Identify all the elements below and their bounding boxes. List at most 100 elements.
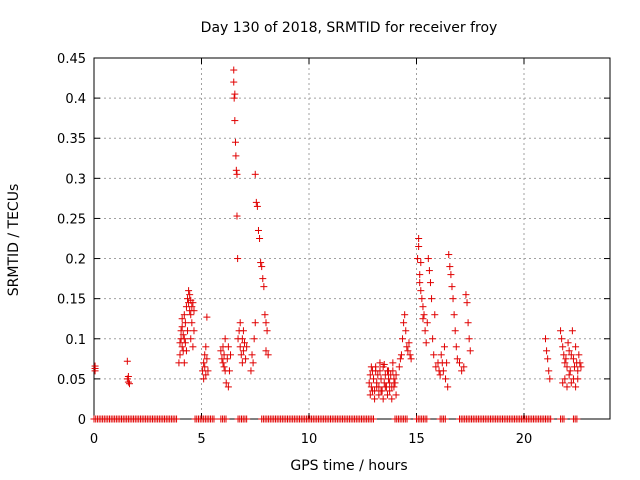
data-point — [224, 383, 232, 391]
data-point — [419, 303, 427, 311]
data-point — [181, 339, 189, 347]
data-point — [230, 66, 238, 74]
data-point — [545, 367, 553, 375]
data-point — [431, 311, 439, 319]
data-point — [190, 327, 198, 335]
data-point — [219, 359, 227, 367]
data-point — [366, 391, 374, 399]
data-point — [250, 335, 258, 343]
data-point — [187, 311, 195, 319]
data-point — [559, 379, 567, 387]
data-point — [568, 327, 576, 335]
data-point — [542, 335, 549, 343]
data-point — [417, 259, 425, 267]
data-point — [407, 355, 415, 363]
data-point — [189, 299, 197, 307]
data-point — [557, 327, 565, 335]
y-tick-label: 0.15 — [57, 293, 86, 308]
zero-point — [222, 415, 230, 423]
data-point — [125, 380, 133, 388]
data-point — [416, 279, 424, 287]
plot-frame — [93, 57, 611, 420]
data-point — [177, 327, 185, 335]
data-point — [423, 319, 431, 327]
zero-series — [90, 415, 581, 423]
data-point — [392, 371, 400, 379]
data-point — [572, 383, 580, 391]
data-point — [232, 166, 240, 174]
data-point — [439, 367, 447, 375]
zero-point — [243, 415, 251, 423]
data-point — [453, 355, 461, 363]
data-point — [188, 303, 196, 311]
data-point — [563, 383, 571, 391]
data-point — [186, 291, 194, 299]
data-point — [575, 351, 583, 359]
zero-point — [441, 415, 449, 423]
data-point — [443, 359, 451, 367]
y-tick-label: 0 — [78, 413, 86, 428]
data-point — [178, 323, 186, 331]
data-point — [379, 395, 387, 403]
data-point — [238, 359, 246, 367]
data-point — [415, 235, 423, 242]
data-point — [184, 295, 192, 303]
data-point — [424, 255, 432, 263]
data-point — [181, 319, 189, 327]
y-axis-label: SRMTID / TECUs — [6, 184, 22, 297]
data-point — [254, 226, 262, 234]
data-point — [428, 295, 436, 303]
data-point — [234, 255, 242, 263]
data-point — [371, 395, 379, 403]
data-point — [571, 363, 579, 371]
data-point — [560, 351, 568, 359]
data-point — [396, 355, 404, 363]
data-point — [559, 343, 567, 351]
data-point — [365, 379, 373, 387]
data-point — [201, 351, 209, 359]
data-point — [388, 395, 396, 403]
data-point — [406, 351, 414, 359]
data-point — [189, 343, 197, 351]
data-point — [563, 363, 571, 371]
data-point — [247, 367, 255, 375]
y-tick-label: 0.35 — [57, 132, 86, 147]
data-point — [463, 299, 471, 307]
y-tick-label: 0.2 — [65, 253, 86, 268]
data-point — [418, 295, 426, 303]
data-point — [202, 343, 210, 351]
grid-lines — [94, 58, 610, 419]
data-point — [185, 287, 193, 295]
data-point — [231, 138, 239, 146]
data-point — [239, 327, 247, 335]
data-point — [223, 355, 231, 363]
data-point — [179, 331, 187, 339]
data-point — [465, 335, 473, 343]
data-point — [404, 347, 412, 355]
data-point — [426, 279, 434, 287]
data-point — [452, 343, 460, 351]
data-point — [558, 335, 566, 343]
data-point — [227, 351, 235, 359]
data-point — [184, 327, 192, 335]
data-point — [220, 351, 228, 359]
data-point — [253, 202, 261, 210]
data-point — [574, 367, 582, 375]
data-point — [451, 327, 459, 335]
data-point — [546, 375, 554, 383]
x-tick-label: 20 — [516, 432, 533, 447]
y-tick-label: 0.25 — [57, 212, 86, 227]
data-point — [403, 343, 411, 351]
data-point — [260, 283, 268, 291]
data-point — [442, 375, 450, 383]
data-point — [566, 367, 574, 375]
data-point — [204, 367, 212, 375]
data-point — [251, 319, 259, 327]
data-point — [449, 295, 457, 303]
data-point — [258, 263, 266, 271]
data-point — [574, 375, 582, 383]
data-point — [440, 343, 448, 351]
data-point — [217, 347, 225, 355]
zero-point — [210, 415, 218, 423]
data-point — [420, 311, 428, 319]
